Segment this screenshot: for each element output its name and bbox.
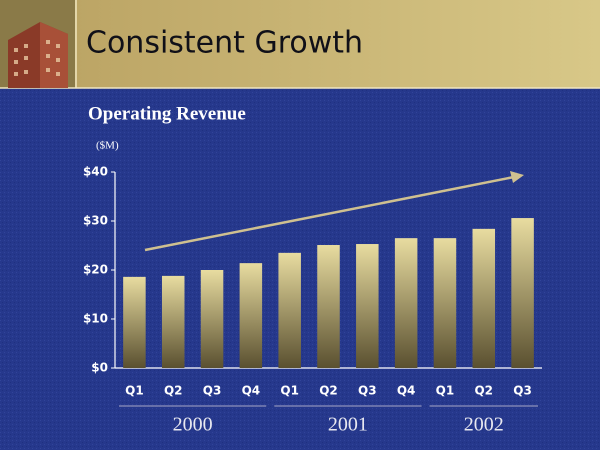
x-tick-label: Q1 (280, 384, 299, 398)
x-tick-label: Q3 (358, 384, 377, 398)
x-tick-label: Q4 (397, 384, 416, 398)
bar (278, 252, 301, 368)
unit-label: ($M) (96, 140, 119, 152)
y-tick-label: $40 (83, 165, 108, 179)
y-tick-label: $0 (91, 361, 108, 375)
bar (239, 263, 263, 368)
bar (123, 276, 146, 368)
x-tick-label: Q2 (164, 384, 183, 398)
y-tick-label: $20 (83, 263, 108, 277)
building-icon (8, 22, 68, 88)
x-tick-label: Q2 (474, 384, 493, 398)
bar (317, 245, 340, 368)
y-tick-label: $30 (83, 214, 108, 228)
x-tick-label: Q4 (242, 384, 261, 398)
x-tick-label: Q2 (319, 384, 338, 398)
chart-title: Operating Revenue (88, 103, 246, 124)
x-tick-label: Q3 (203, 384, 222, 398)
y-tick-label: $10 (83, 312, 108, 326)
bar (394, 238, 418, 368)
group-label: 2000 (173, 414, 213, 436)
slide-title: Consistent Growth (86, 26, 363, 61)
plot: $0 $10 $20 $30 $40 Q1 Q2 Q3 Q4 2000 Q1 Q2 Q3 Q4 2001 Q1… (83, 165, 538, 436)
x-tick-label: Q1 (125, 384, 144, 398)
x-tick-label: Q1 (436, 384, 455, 398)
header-band (0, 0, 600, 88)
x-tick-label: Q3 (513, 384, 532, 398)
bar (433, 238, 457, 368)
bar (356, 244, 379, 368)
bar (161, 275, 185, 368)
bar (511, 218, 534, 368)
group-label: 2001 (328, 414, 368, 436)
group-label: 2002 (464, 414, 504, 436)
trend-arrow (144, 171, 524, 252)
bar (472, 228, 496, 368)
bar (200, 270, 224, 368)
